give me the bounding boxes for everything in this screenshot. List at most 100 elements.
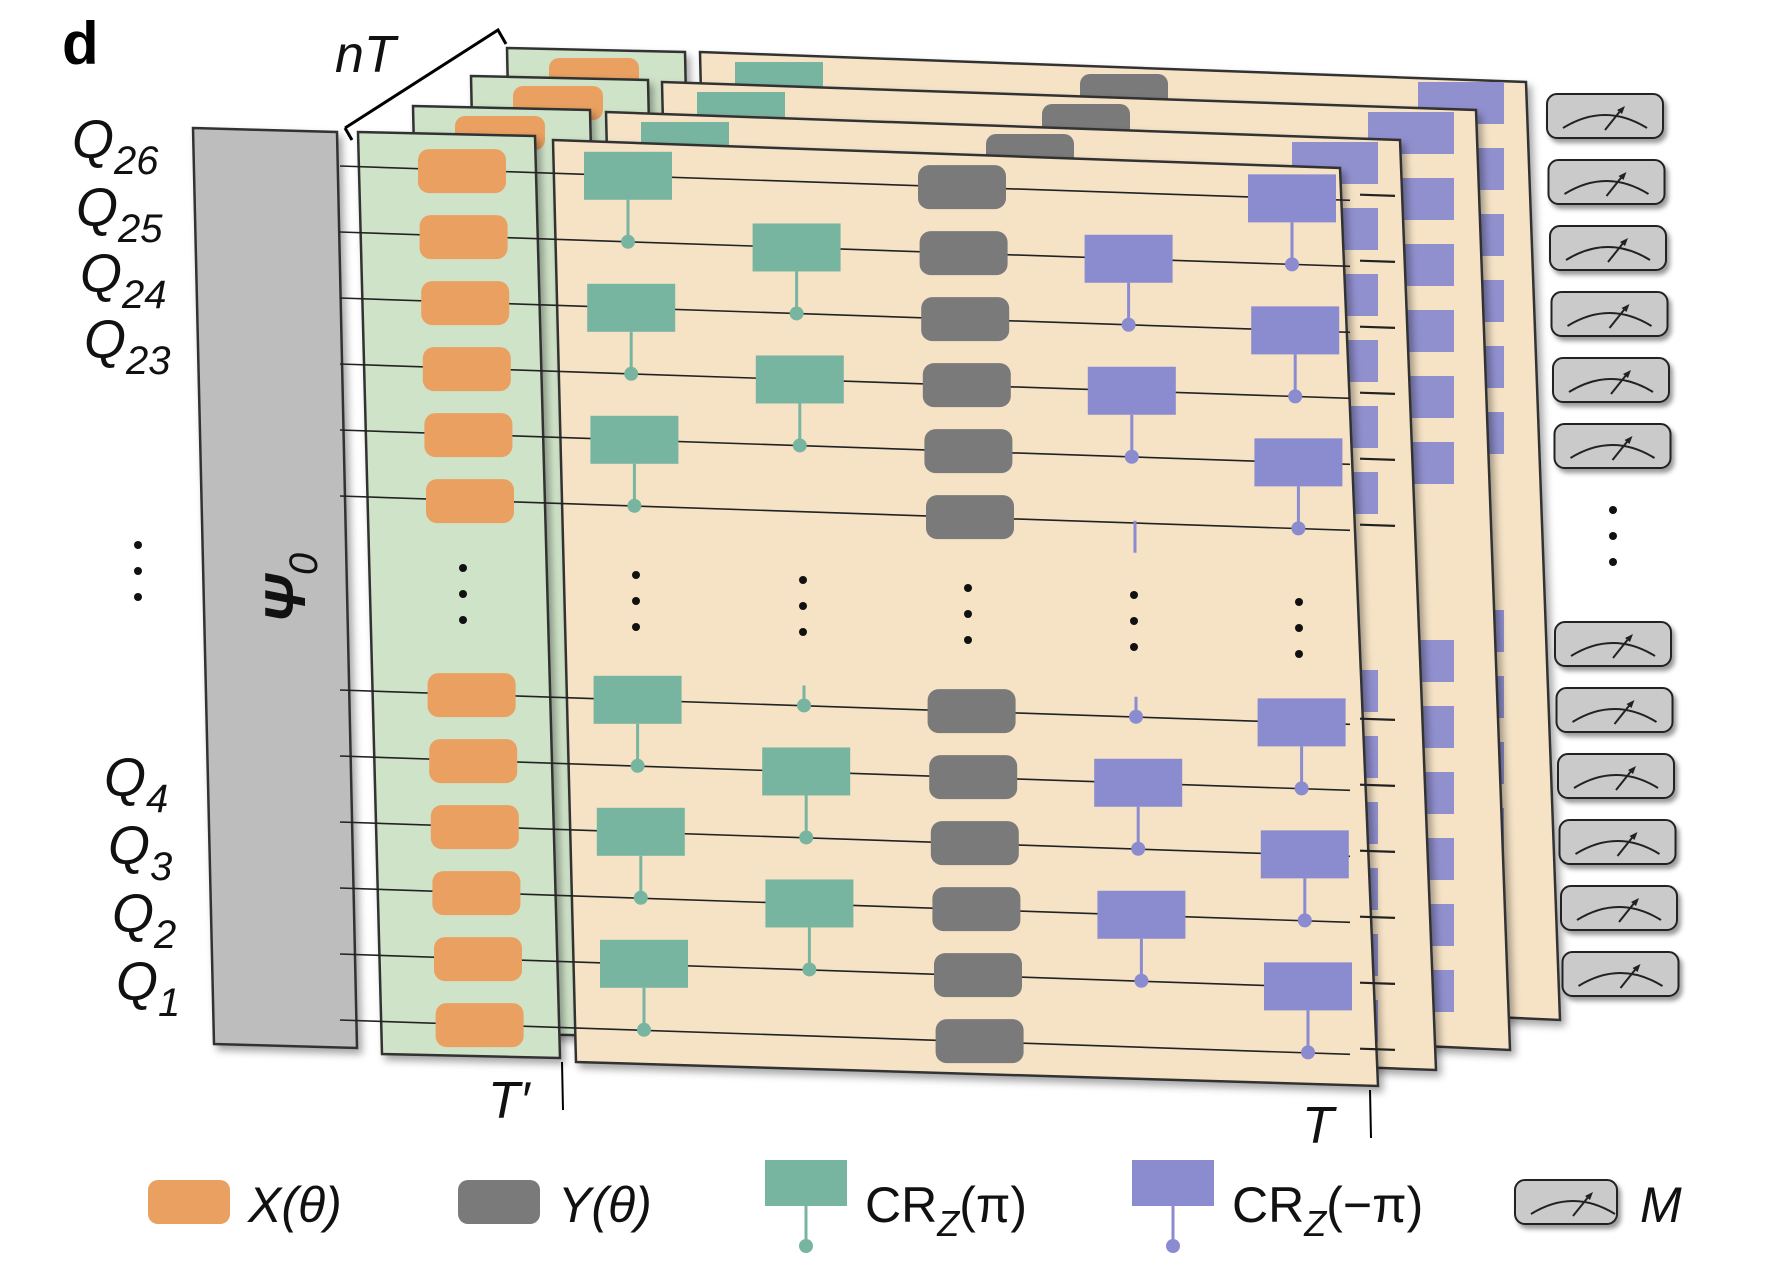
qubit-label-sub: 23 — [125, 339, 171, 383]
ellipsis-dot — [459, 564, 467, 572]
measurement-meter — [1550, 291, 1669, 337]
initial-state-block: Ψ0 — [191, 126, 359, 1050]
meter-arc — [1565, 246, 1651, 261]
legend-label-main: CR — [1232, 1177, 1304, 1233]
qubit-label-sub: 1 — [158, 981, 180, 1025]
legend-label-main: Y(θ) — [558, 1177, 652, 1233]
y-gate — [932, 887, 1021, 932]
control-dot — [1288, 389, 1303, 404]
qubit-label: Q26 — [72, 110, 159, 183]
ellipsis-dot — [1130, 617, 1138, 625]
qubit-label: Q3 — [108, 816, 172, 889]
legend-label: Y(θ) — [558, 1177, 652, 1233]
meter-needle — [1611, 439, 1630, 461]
ellipsis-dot — [799, 602, 807, 610]
ellipsis-dot — [799, 628, 807, 636]
crz-neg-pi-gate — [1264, 962, 1352, 1011]
crz-pi-gate — [755, 355, 844, 404]
x-gate — [435, 1003, 524, 1048]
wire-stub — [1359, 259, 1396, 263]
wire-stub — [1359, 717, 1396, 721]
wire-stub — [1359, 915, 1396, 919]
ellipsis-dot — [632, 571, 640, 579]
qubit-label-main: Q — [116, 952, 158, 1012]
ellipsis-dot — [1609, 532, 1617, 540]
legend-item-crz-pi: CRZ(π) — [765, 1160, 1027, 1253]
control-dot — [633, 890, 648, 905]
ellipsis-dot — [799, 576, 807, 584]
legend-swatch — [458, 1180, 540, 1224]
meter-needle — [1616, 835, 1635, 857]
crz-neg-pi-gate — [1097, 890, 1186, 939]
meter-arrow — [1624, 436, 1633, 444]
qubit-label-main: Q — [76, 178, 118, 238]
qubit-label-sub: 3 — [150, 845, 172, 889]
crz-pi-gate — [596, 807, 685, 856]
control-dot — [789, 306, 804, 321]
legend-swatch — [765, 1160, 847, 1206]
meter-arc — [1570, 642, 1656, 657]
meter-arrow — [1620, 238, 1628, 246]
meter-needle — [1605, 175, 1624, 197]
measurement-meter — [1554, 621, 1672, 667]
legend-item-crz-neg-pi: CRZ(−π) — [1132, 1160, 1423, 1253]
meter-arrow — [1628, 766, 1636, 774]
measurement-meter — [1555, 687, 1674, 733]
crz-pi-gate — [765, 879, 854, 928]
qubit-label-main: Q — [80, 244, 122, 304]
wire-stub — [1359, 325, 1396, 329]
control-dot — [624, 366, 639, 381]
y-gate — [918, 165, 1006, 210]
gate-grid — [418, 149, 1352, 1064]
legend-swatch — [148, 1180, 230, 1224]
crz-pi-gate — [590, 415, 679, 464]
control-dot — [621, 234, 635, 249]
qubit-label-sub: 4 — [146, 777, 168, 821]
qubit-label: Q4 — [104, 748, 168, 821]
crz-neg-pi-gate — [1260, 830, 1349, 879]
ellipsis-dot — [459, 616, 467, 624]
meter-arc — [1568, 378, 1654, 393]
meter-needle — [1572, 1195, 1590, 1217]
x-gate — [429, 739, 518, 784]
crz-pi-gate — [600, 939, 688, 988]
qubit-label-main: Q — [104, 748, 146, 808]
qubit-label: Q23 — [84, 310, 171, 383]
measurement-meter — [1557, 753, 1675, 799]
ellipsis-dot — [1609, 506, 1617, 514]
meter-arc — [1576, 906, 1662, 921]
ellipsis-dot — [1609, 558, 1617, 566]
meter-arrow — [1618, 172, 1627, 180]
legend-label-sub: Z — [1303, 1203, 1327, 1244]
wire-stub — [1359, 457, 1396, 461]
control-dot — [1121, 317, 1136, 332]
meter-needle — [1612, 637, 1630, 659]
meter-arc — [1574, 840, 1661, 855]
control-dot — [630, 758, 645, 773]
qubit-label: Q1 — [116, 952, 180, 1025]
ellipsis-dot — [134, 567, 142, 575]
crz-neg-pi-gate — [1084, 234, 1173, 283]
qubit-wire — [339, 231, 1351, 268]
qubit-label-main: Q — [112, 884, 154, 944]
crz-pi-gate — [762, 747, 851, 796]
ellipsis-dot — [1295, 598, 1303, 606]
control-dot — [1285, 257, 1299, 272]
legend-label-main: X(θ) — [247, 1177, 342, 1233]
meter-needle — [1615, 769, 1633, 791]
meter-arrow — [1585, 1192, 1593, 1200]
qubit-wire — [339, 165, 1351, 202]
crz-pi-gate — [587, 283, 676, 332]
control-dot — [797, 698, 811, 713]
legend-meter — [1514, 1179, 1618, 1225]
meter-arc — [1562, 114, 1648, 129]
meter-needle — [1607, 241, 1625, 263]
control-dot — [1131, 841, 1146, 856]
meter-arc — [1571, 708, 1658, 723]
meter-arc — [1573, 774, 1659, 789]
legend-control-dot — [1166, 1239, 1180, 1253]
legend-swatch — [1132, 1160, 1214, 1206]
x-gate — [421, 281, 510, 326]
y-gate — [922, 363, 1011, 408]
qubit-label-main: Q — [108, 816, 150, 876]
